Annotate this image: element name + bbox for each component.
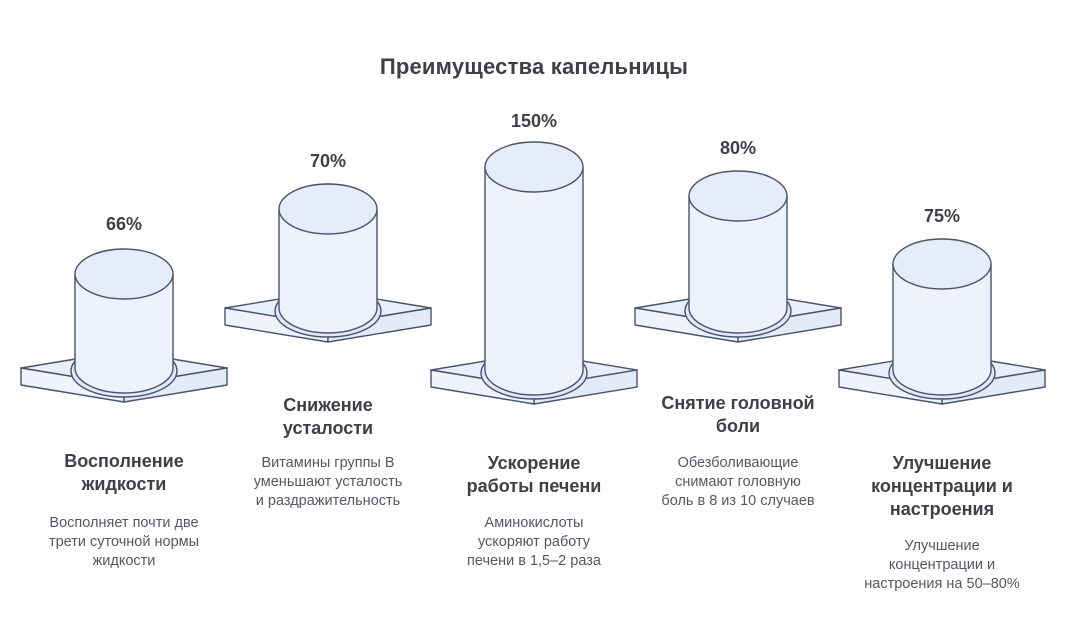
value-label: 75% bbox=[923, 206, 961, 226]
cylinder-pedestal-figure bbox=[634, 170, 842, 343]
benefit-column-1: 66% Восполнение жидкости Восполняет почт… bbox=[19, 0, 229, 644]
cylinder-pedestal-figure bbox=[430, 141, 638, 405]
benefit-description: Улучшение концентрации и настроения на 5… bbox=[864, 538, 1020, 592]
cylinder-pedestal-figure bbox=[224, 183, 432, 343]
benefit-column-4: 80% Снятие головной боли Обезболивающие … bbox=[633, 0, 843, 644]
value-label: 80% bbox=[719, 138, 757, 158]
benefit-column-5: 75% Улучшение концентрации и настроения … bbox=[837, 0, 1047, 644]
value-label: 70% bbox=[309, 151, 347, 171]
benefit-description: Аминокислоты ускоряют работу печени в 1,… bbox=[467, 515, 601, 569]
benefit-title: Снижение усталости bbox=[282, 395, 374, 438]
benefit-title: Ускорение работы печени bbox=[466, 453, 602, 496]
benefit-column-2: 70% Снижение усталости Витамины группы B… bbox=[223, 0, 433, 644]
benefit-description: Витамины группы B уменьшают усталость и … bbox=[253, 455, 403, 509]
cylinder-pedestal-figure bbox=[838, 238, 1046, 405]
chart-title: Преимущества капельницы bbox=[379, 54, 689, 79]
benefit-title: Улучшение концентрации и настроения bbox=[871, 453, 1013, 519]
value-label: 150% bbox=[510, 111, 558, 131]
benefit-title: Восполнение жидкости bbox=[64, 451, 184, 494]
value-label: 66% bbox=[105, 214, 143, 234]
benefit-description: Восполняет почти две трети суточной норм… bbox=[48, 515, 200, 569]
benefit-title: Снятие головной боли bbox=[661, 393, 815, 436]
benefit-description: Обезболивающие снимают головную боль в 8… bbox=[661, 455, 815, 509]
cylinder-pedestal-figure bbox=[20, 248, 228, 403]
benefit-column-3: 150% Ускорение работы печени Аминокислот… bbox=[429, 0, 639, 644]
